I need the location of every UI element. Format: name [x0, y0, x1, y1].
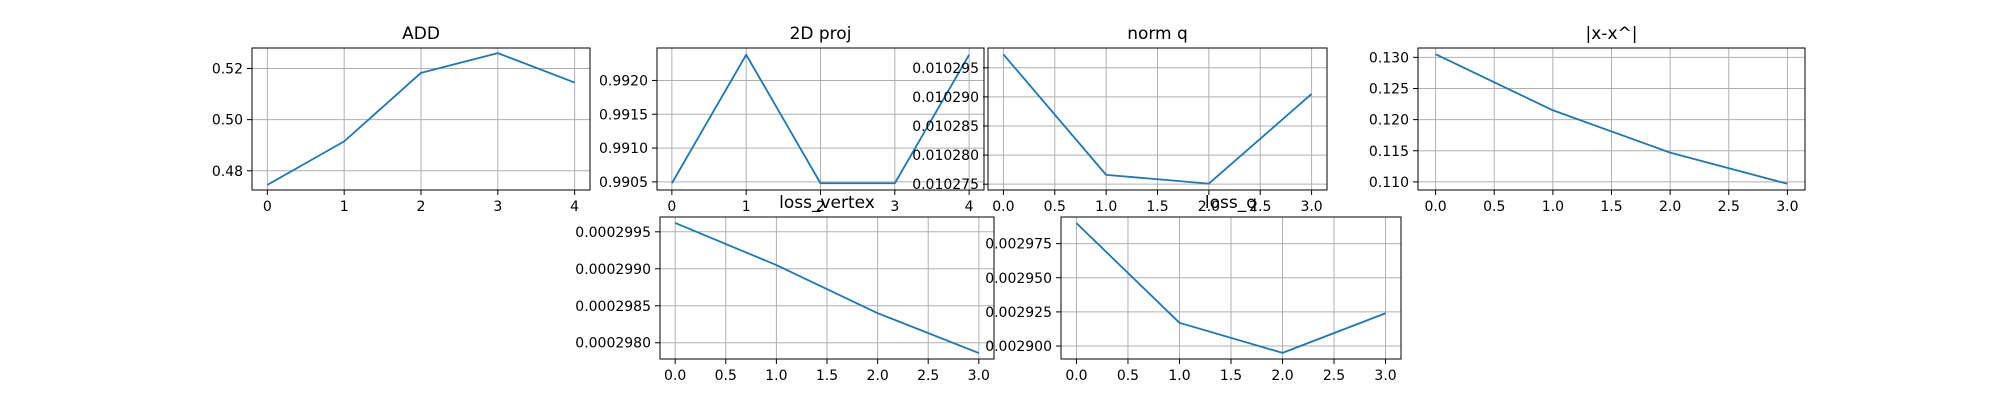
y-tick-label: 0.0002985	[575, 299, 651, 315]
y-tick-label: 0.50	[212, 113, 243, 129]
x-tick-label: 0.0	[1424, 199, 1446, 215]
x-tick-label: 2.0	[1659, 199, 1681, 215]
subplot-title: |x-x^|	[1586, 24, 1638, 44]
y-tick-label: 0.9910	[599, 141, 648, 157]
x-tick-label: 2.0	[1198, 199, 1220, 215]
y-tick-label: 0.115	[1369, 144, 1409, 160]
x-tick-label: 2.0	[1271, 368, 1293, 384]
y-tick-label: 0.120	[1369, 113, 1409, 129]
subplot-3: 0.0 0.5 1.0 1.5 2.0 2.5 3.0 0.010275 0.010280 0.0…	[912, 24, 1328, 215]
x-tick-label: 2.5	[1323, 368, 1345, 384]
y-tick-label: 0.002975	[985, 237, 1052, 253]
x-tick-label: 0.5	[715, 368, 737, 384]
subplot-2: 0 1 2 3 4 0.9905 0.9910 0.9915 0.9920 2D proj	[599, 24, 985, 215]
x-tick-label: 1.5	[1146, 199, 1168, 215]
y-tick-label: 0.0002990	[575, 262, 651, 278]
y-tick-label: 0.9905	[599, 175, 648, 191]
x-tick-label: 3.0	[968, 368, 990, 384]
x-tick-label: 2.5	[1718, 199, 1740, 215]
y-tick-label: 0.125	[1369, 81, 1409, 97]
x-tick-label: 1.5	[1220, 368, 1242, 384]
subplot-6: 0.0 0.5 1.0 1.5 2.0 2.5 3.0 0.002900 0.002925 0.0…	[985, 193, 1402, 384]
x-tick-label: 3	[890, 199, 899, 215]
x-tick-label: 0.0	[1065, 368, 1087, 384]
x-tick-label: 2.0	[866, 368, 888, 384]
y-tick-label: 0.9915	[599, 107, 648, 123]
subplot-title: 2D proj	[790, 24, 852, 44]
y-tick-label: 0.010275	[912, 177, 979, 193]
x-tick-label: 3.0	[1374, 368, 1396, 384]
y-tick-label: 0.0002980	[575, 336, 651, 352]
subplot-title: loss_q	[1205, 193, 1257, 213]
y-tick-label: 0.52	[212, 61, 243, 77]
y-tick-label: 0.9920	[599, 73, 648, 89]
y-tick-label: 0.48	[212, 164, 243, 180]
y-tick-label: 0.010290	[912, 90, 979, 106]
x-tick-label: 0.5	[1044, 199, 1066, 215]
x-tick-label: 0.5	[1117, 368, 1139, 384]
x-tick-label: 1	[340, 199, 349, 215]
series-line	[1435, 53, 1788, 185]
x-tick-label: 3.0	[1776, 199, 1798, 215]
x-tick-label: 1.5	[816, 368, 838, 384]
x-tick-label: 1.5	[1600, 199, 1622, 215]
y-tick-label: 0.002950	[985, 271, 1052, 287]
x-tick-label: 1.0	[765, 368, 787, 384]
subplot-title: ADD	[402, 24, 440, 44]
subplot-1: 0 1 2 3 4 0.48 0.50 0.52 ADD	[212, 24, 591, 215]
series-line	[1002, 53, 1313, 185]
y-tick-label: 0.010285	[912, 119, 979, 135]
x-tick-label: 3	[493, 199, 502, 215]
x-tick-label: 0.0	[992, 199, 1014, 215]
y-tick-label: 0.002925	[985, 305, 1052, 321]
y-tick-label: 0.110	[1369, 175, 1409, 191]
x-tick-label: 1	[742, 199, 751, 215]
x-tick-label: 4	[570, 199, 579, 215]
x-tick-label: 2	[816, 199, 825, 215]
subplot-title: norm q	[1127, 24, 1188, 44]
subplot-4: 0.0 0.5 1.0 1.5 2.0 2.5 3.0 0.110 0.115 0.120 0.12…	[1369, 24, 1806, 215]
y-tick-label: 0.010280	[912, 148, 979, 164]
x-tick-label: 0.5	[1483, 199, 1505, 215]
subplot-5: 0.0 0.5 1.0 1.5 2.0 2.5 3.0 0.0002980 0.0002985 0…	[575, 193, 995, 384]
y-tick-label: 0.0002995	[575, 225, 651, 241]
subplot-title: loss_vertex	[779, 193, 875, 213]
x-tick-label: 3.0	[1300, 199, 1322, 215]
series-line	[674, 222, 980, 354]
x-tick-label: 1.0	[1095, 199, 1117, 215]
y-tick-label: 0.002900	[985, 339, 1052, 355]
x-tick-label: 2.5	[917, 368, 939, 384]
x-tick-label: 0	[263, 199, 272, 215]
x-tick-label: 1.0	[1542, 199, 1564, 215]
x-tick-label: 4	[965, 199, 974, 215]
x-tick-label: 1.0	[1168, 368, 1190, 384]
series-line	[1075, 222, 1386, 354]
x-tick-label: 0.0	[664, 368, 686, 384]
x-tick-label: 0	[667, 199, 676, 215]
y-tick-label: 0.010295	[912, 61, 979, 77]
x-tick-label: 2.5	[1249, 199, 1271, 215]
x-tick-label: 2	[417, 199, 426, 215]
y-tick-label: 0.130	[1369, 50, 1409, 66]
